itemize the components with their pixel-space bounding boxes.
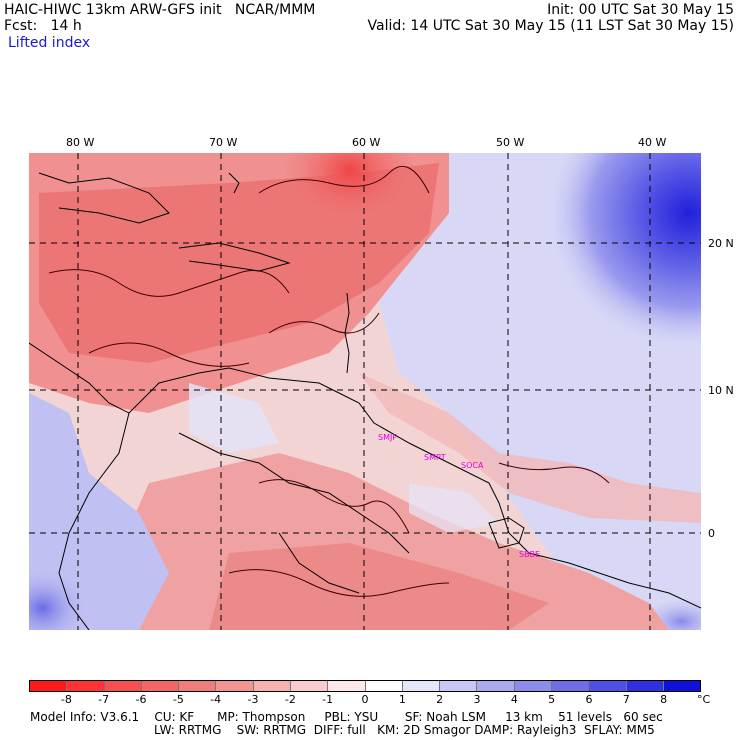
colorbar-tick-label: -1 [322,693,334,706]
colorbar-swatch [401,681,440,691]
valid-time: Valid: 14 UTC Sat 30 May 15 (11 LST Sat … [367,18,734,34]
station-smpt: SMPT [424,453,446,462]
light-patch-venezuela [189,383,279,453]
lon-label-60w: 60 W [352,136,381,149]
colorbar-unit: °C [697,693,711,706]
colorbar-tick-label: -7 [98,693,110,706]
lon-label-70w: 70 W [209,136,238,149]
colorbar-swatch [513,681,551,691]
colorbar-swatch [178,681,216,691]
colorbar-tick-label: 0 [361,693,369,706]
colorbar-swatch [327,681,365,691]
colorbar-tick-label: 5 [548,693,556,706]
colorbar-swatch [30,681,67,691]
graticule [29,153,701,630]
colorbar [29,680,701,692]
red-core-north [229,153,449,323]
colorbar-tick-label: 2 [436,693,444,706]
coastlines [29,172,701,630]
forecast-hour: Fcst: 14 h [4,18,82,34]
colorbar-swatch [215,681,253,691]
colorbar-swatch [588,681,626,691]
colorbar-swatch [439,681,477,691]
colorbar-swatch [103,681,141,691]
colorbar-swatch [550,681,589,691]
header-title: HAIC-HIWC 13km ARW-GFS init NCAR/MMM [4,2,316,18]
footer-model-info: Model Info: V3.6.1 CU: KF MP: Thompson P… [30,710,663,724]
init-time: Init: 00 UTC Sat 30 May 15 [547,2,734,18]
colorbar-tick-label: -5 [172,693,184,706]
colorbar-tick-label: 4 [510,693,518,706]
station-sbbe: SBBE [519,550,541,559]
lat-label-10n: 10 N [708,384,734,397]
field-name: Lifted index [8,35,91,51]
colorbar-swatch [364,681,402,691]
colorbar-swatch [662,681,701,691]
colorbar-tick-label: -3 [247,693,259,706]
colorbar-tick-label: -4 [210,693,222,706]
colorbar-swatch [66,681,104,691]
colorbar-tick-label: 7 [622,693,630,706]
colorbar-tick-label: 6 [585,693,593,706]
colorbar-swatch [289,681,328,691]
lon-label-50w: 50 W [496,136,525,149]
light-patch-interior [409,483,499,533]
footer-physics-info: LW: RRTMG SW: RRTMG DIFF: full KM: 2D Sm… [154,723,655,737]
lat-label-0: 0 [708,527,715,540]
colorbar-tick-label: 8 [660,693,668,706]
lat-label-20n: 20 N [708,237,734,250]
blue-core-southwest [29,483,199,630]
colorbar-swatch [140,681,179,691]
lon-label-80w: 80 W [66,136,95,149]
colorbar-tick-label: 1 [398,693,406,706]
red-core-amazon [209,543,549,630]
station-soca: SOCA [461,461,484,470]
colorbar-tick-label: 3 [473,693,481,706]
colorbar-swatch [476,681,514,691]
lifted-index-map [29,153,701,630]
colorbar-swatch [625,681,663,691]
pink-band-coast [359,373,701,523]
colorbar-swatch [252,681,290,691]
lon-label-40w: 40 W [638,136,667,149]
colorbar-tick-label: -6 [135,693,147,706]
colorbar-tick-label: -8 [60,693,72,706]
colorbar-tick-label: -2 [284,693,296,706]
station-smjp: SMJP [378,433,398,442]
